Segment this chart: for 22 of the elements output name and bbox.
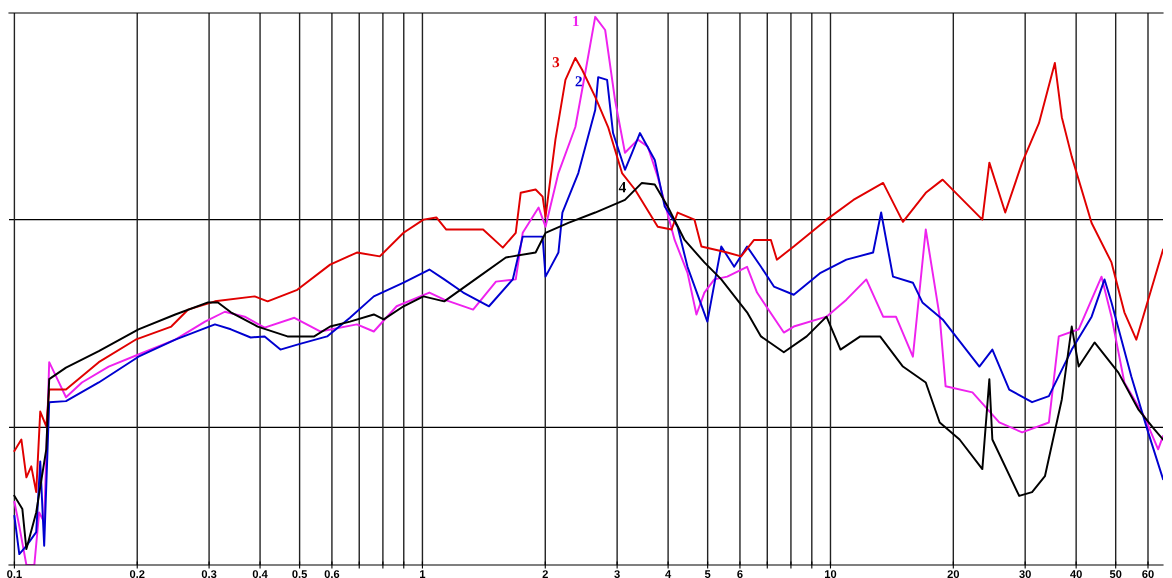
x-tick-label: 3	[614, 570, 620, 578]
x-tick-label: 50	[1109, 570, 1122, 578]
series-label: 3	[552, 57, 560, 68]
x-tick-label: 1	[420, 570, 426, 578]
x-tick-label: 6	[737, 570, 743, 578]
x-tick-label: 60	[1142, 570, 1154, 578]
x-tick-label: 0.4	[252, 570, 268, 578]
series-label: 1	[573, 15, 579, 27]
x-tick-label: 0.6	[324, 570, 340, 578]
x-tick-label: 20	[947, 570, 960, 578]
x-tick-label: 0.2	[129, 570, 145, 578]
x-tick-label: 4	[665, 570, 672, 578]
x-tick-label: 2	[542, 570, 548, 578]
x-tick-label: 10	[825, 570, 837, 578]
x-tick-label: 0.3	[201, 570, 217, 578]
x-tick-label: 40	[1070, 570, 1082, 578]
x-tick-label: 30	[1019, 570, 1031, 578]
series-label: 4	[618, 182, 626, 193]
series-label: 2	[575, 76, 582, 87]
x-tick-label: 5	[704, 570, 711, 578]
x-tick-label: 0.5	[292, 570, 308, 578]
x-tick-label: 0.1	[7, 570, 22, 578]
